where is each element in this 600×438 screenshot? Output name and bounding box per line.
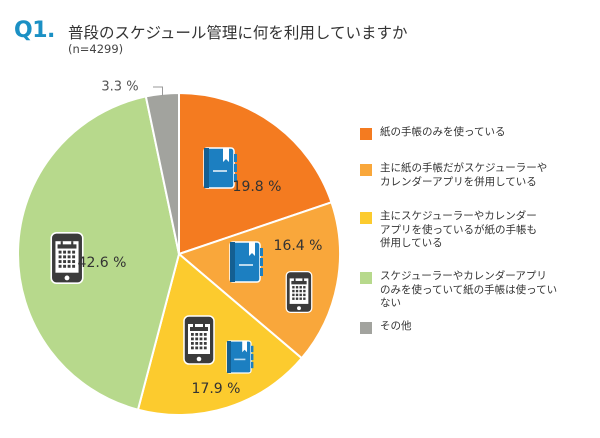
legend-label: 主にスケジューラーやカレンダー アプリを使っているが紙の手帳も 併用している bbox=[380, 210, 537, 249]
legend-label: 主に紙の手帳だがスケジューラーや カレンダーアプリを併用している bbox=[380, 162, 548, 188]
notebook-icon bbox=[203, 147, 237, 189]
sample-size: (n=4299) bbox=[68, 42, 124, 56]
data-label: 17.9 % bbox=[192, 381, 241, 397]
pie-slice bbox=[136, 252, 304, 416]
legend-label: 紙の手帳のみを使っている bbox=[380, 126, 506, 138]
leader-line bbox=[153, 86, 163, 96]
data-label: 19.8 % bbox=[233, 179, 282, 195]
legend-swatch bbox=[360, 128, 372, 140]
legend-label: その他 bbox=[380, 320, 412, 332]
legend-swatch bbox=[360, 272, 372, 284]
legend-swatch bbox=[360, 212, 372, 224]
question-number: Q1. bbox=[14, 18, 55, 43]
question-title: 普段のスケジュール管理に何を利用していますか bbox=[68, 24, 408, 42]
legend-label: スケジューラーやカレンダーアプリ のみを使っていて紙の手帳は使ってい ない bbox=[380, 270, 558, 309]
smartphone-calendar-icon bbox=[50, 232, 84, 284]
pie-slice bbox=[178, 91, 333, 256]
legend-swatch bbox=[360, 164, 372, 176]
smartphone-calendar-icon bbox=[285, 270, 313, 314]
data-label: 16.4 % bbox=[274, 238, 323, 254]
pie-slice bbox=[17, 95, 181, 411]
notebook-icon bbox=[229, 241, 263, 283]
data-label: 42.6 % bbox=[78, 255, 127, 271]
data-label: 3.3 % bbox=[101, 80, 138, 95]
smartphone-calendar-icon bbox=[183, 315, 215, 365]
notebook-icon bbox=[226, 340, 254, 374]
legend-swatch bbox=[360, 322, 372, 334]
